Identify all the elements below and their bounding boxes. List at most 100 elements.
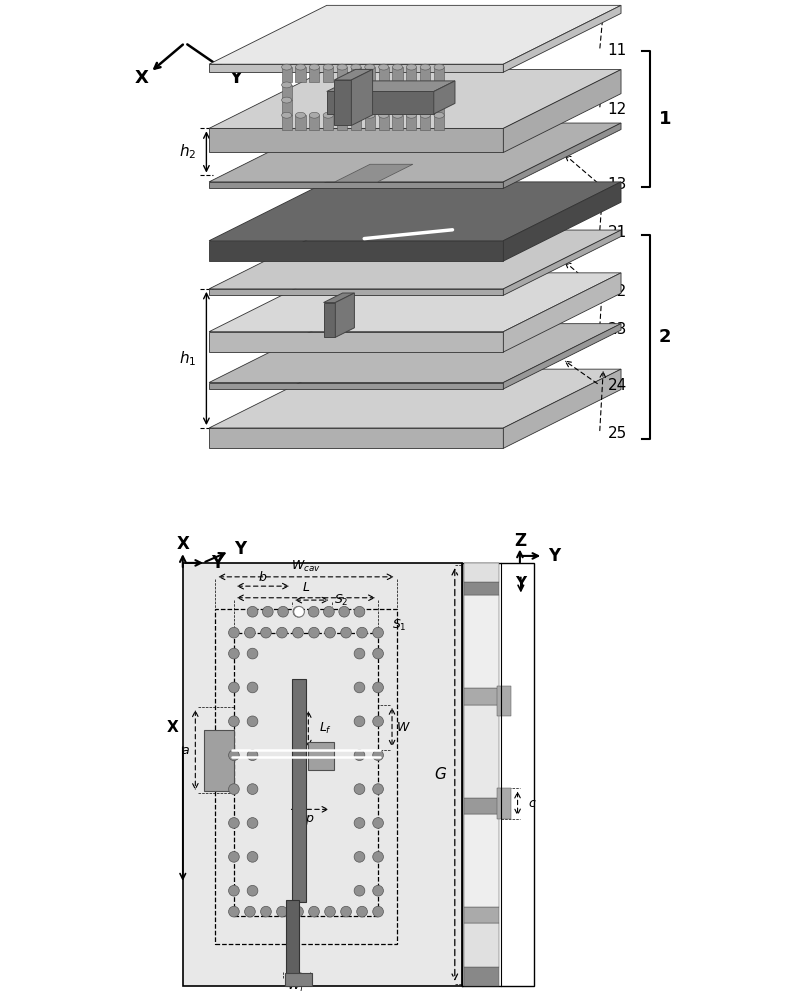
Ellipse shape bbox=[337, 64, 347, 70]
Ellipse shape bbox=[337, 112, 347, 118]
Circle shape bbox=[277, 906, 287, 917]
Polygon shape bbox=[209, 324, 621, 383]
Text: X: X bbox=[176, 535, 189, 553]
Circle shape bbox=[247, 818, 258, 828]
Bar bbox=[464, 967, 499, 986]
Circle shape bbox=[228, 716, 239, 727]
Polygon shape bbox=[504, 273, 621, 352]
Circle shape bbox=[263, 606, 273, 617]
Ellipse shape bbox=[323, 64, 334, 70]
Circle shape bbox=[309, 627, 319, 638]
Bar bbox=[295, 67, 306, 82]
Polygon shape bbox=[209, 128, 504, 152]
Circle shape bbox=[373, 750, 383, 761]
Circle shape bbox=[373, 682, 383, 693]
Text: Y: Y bbox=[211, 554, 223, 572]
Circle shape bbox=[228, 818, 239, 828]
Polygon shape bbox=[504, 369, 621, 448]
Circle shape bbox=[354, 716, 365, 727]
Ellipse shape bbox=[282, 82, 292, 88]
Text: 23: 23 bbox=[607, 322, 627, 337]
Text: $h_2$: $h_2$ bbox=[179, 143, 196, 161]
Bar bbox=[406, 67, 417, 82]
Ellipse shape bbox=[282, 112, 292, 118]
Circle shape bbox=[354, 818, 365, 828]
Bar bbox=[464, 582, 499, 595]
Ellipse shape bbox=[434, 112, 444, 118]
Bar bbox=[310, 67, 319, 82]
Polygon shape bbox=[504, 70, 621, 152]
Ellipse shape bbox=[421, 64, 430, 70]
Circle shape bbox=[228, 906, 239, 917]
Bar bbox=[434, 67, 444, 82]
Bar bbox=[183, 563, 462, 986]
Polygon shape bbox=[351, 69, 373, 125]
Text: 25: 25 bbox=[607, 426, 627, 441]
Circle shape bbox=[373, 648, 383, 659]
Bar bbox=[464, 923, 499, 967]
Bar bbox=[464, 907, 499, 923]
Ellipse shape bbox=[393, 64, 403, 70]
Polygon shape bbox=[209, 5, 621, 64]
Bar bbox=[282, 115, 292, 130]
Bar bbox=[464, 595, 499, 688]
Polygon shape bbox=[335, 293, 354, 337]
Bar bbox=[464, 798, 499, 814]
Ellipse shape bbox=[406, 112, 417, 118]
Polygon shape bbox=[504, 123, 621, 188]
Text: X: X bbox=[166, 720, 178, 735]
Bar bbox=[282, 85, 292, 100]
Ellipse shape bbox=[323, 112, 334, 118]
Circle shape bbox=[309, 906, 319, 917]
Text: 11: 11 bbox=[607, 43, 627, 58]
Ellipse shape bbox=[434, 97, 444, 103]
Circle shape bbox=[354, 851, 365, 862]
Circle shape bbox=[228, 851, 239, 862]
Bar bbox=[464, 563, 499, 582]
Circle shape bbox=[247, 784, 258, 794]
Circle shape bbox=[247, 682, 258, 693]
Circle shape bbox=[261, 906, 271, 917]
Bar bbox=[351, 67, 361, 82]
Bar bbox=[323, 67, 334, 82]
Circle shape bbox=[373, 906, 383, 917]
Bar bbox=[351, 115, 361, 130]
Ellipse shape bbox=[434, 64, 444, 70]
Polygon shape bbox=[209, 369, 621, 428]
Bar bbox=[464, 705, 499, 798]
Bar bbox=[323, 115, 334, 130]
Polygon shape bbox=[209, 273, 621, 332]
Polygon shape bbox=[323, 293, 354, 303]
Polygon shape bbox=[209, 182, 621, 241]
Ellipse shape bbox=[378, 64, 389, 70]
Ellipse shape bbox=[365, 64, 375, 70]
Bar bbox=[421, 115, 430, 130]
Circle shape bbox=[293, 906, 303, 917]
Circle shape bbox=[247, 648, 258, 659]
Ellipse shape bbox=[310, 64, 319, 70]
Text: Z: Z bbox=[514, 532, 526, 550]
Bar bbox=[393, 115, 403, 130]
Bar bbox=[462, 563, 534, 986]
Bar bbox=[337, 115, 347, 130]
Bar bbox=[286, 900, 298, 986]
Text: $L$: $L$ bbox=[302, 581, 310, 594]
Circle shape bbox=[228, 885, 239, 896]
Polygon shape bbox=[326, 81, 455, 91]
Bar bbox=[310, 115, 319, 130]
Text: Y: Y bbox=[516, 576, 527, 591]
Polygon shape bbox=[434, 81, 455, 114]
Circle shape bbox=[247, 851, 258, 862]
Circle shape bbox=[247, 885, 258, 896]
Text: 21: 21 bbox=[607, 225, 627, 240]
Text: $G$: $G$ bbox=[434, 766, 448, 782]
Text: 13: 13 bbox=[607, 177, 627, 192]
Circle shape bbox=[354, 648, 365, 659]
Bar bbox=[365, 115, 375, 130]
Bar bbox=[406, 115, 417, 130]
Text: 12: 12 bbox=[607, 102, 627, 117]
Circle shape bbox=[373, 885, 383, 896]
Polygon shape bbox=[209, 230, 621, 289]
Bar bbox=[282, 100, 292, 115]
Circle shape bbox=[354, 682, 365, 693]
